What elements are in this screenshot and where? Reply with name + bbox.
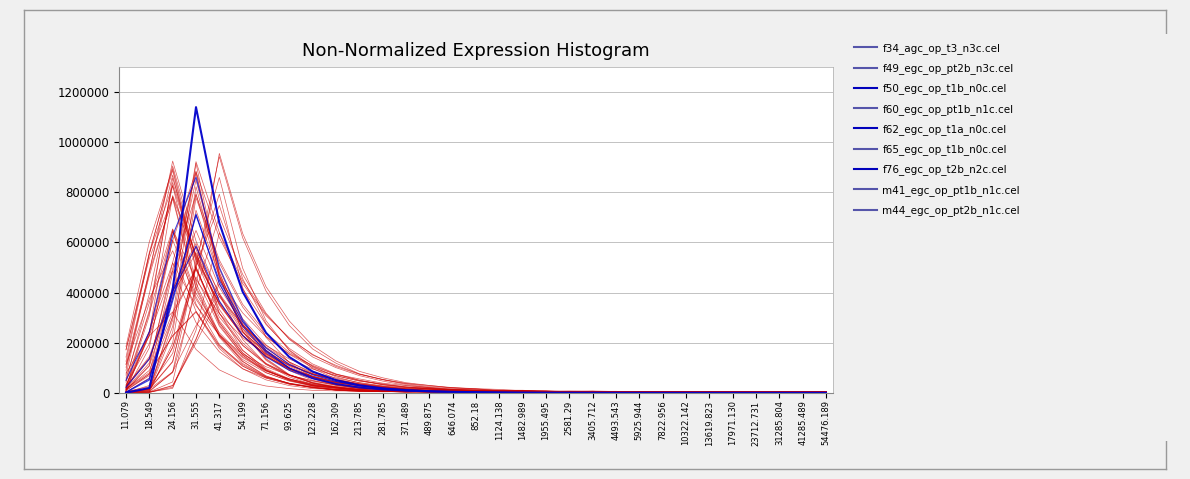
Legend: f34_agc_op_t3_n3c.cel, f49_egc_op_pt2b_n3c.cel, f50_egc_op_t1b_n0c.cel, f60_egc_: f34_agc_op_t3_n3c.cel, f49_egc_op_pt2b_n… (850, 39, 1025, 220)
Title: Non-Normalized Expression Histogram: Non-Normalized Expression Histogram (302, 42, 650, 60)
